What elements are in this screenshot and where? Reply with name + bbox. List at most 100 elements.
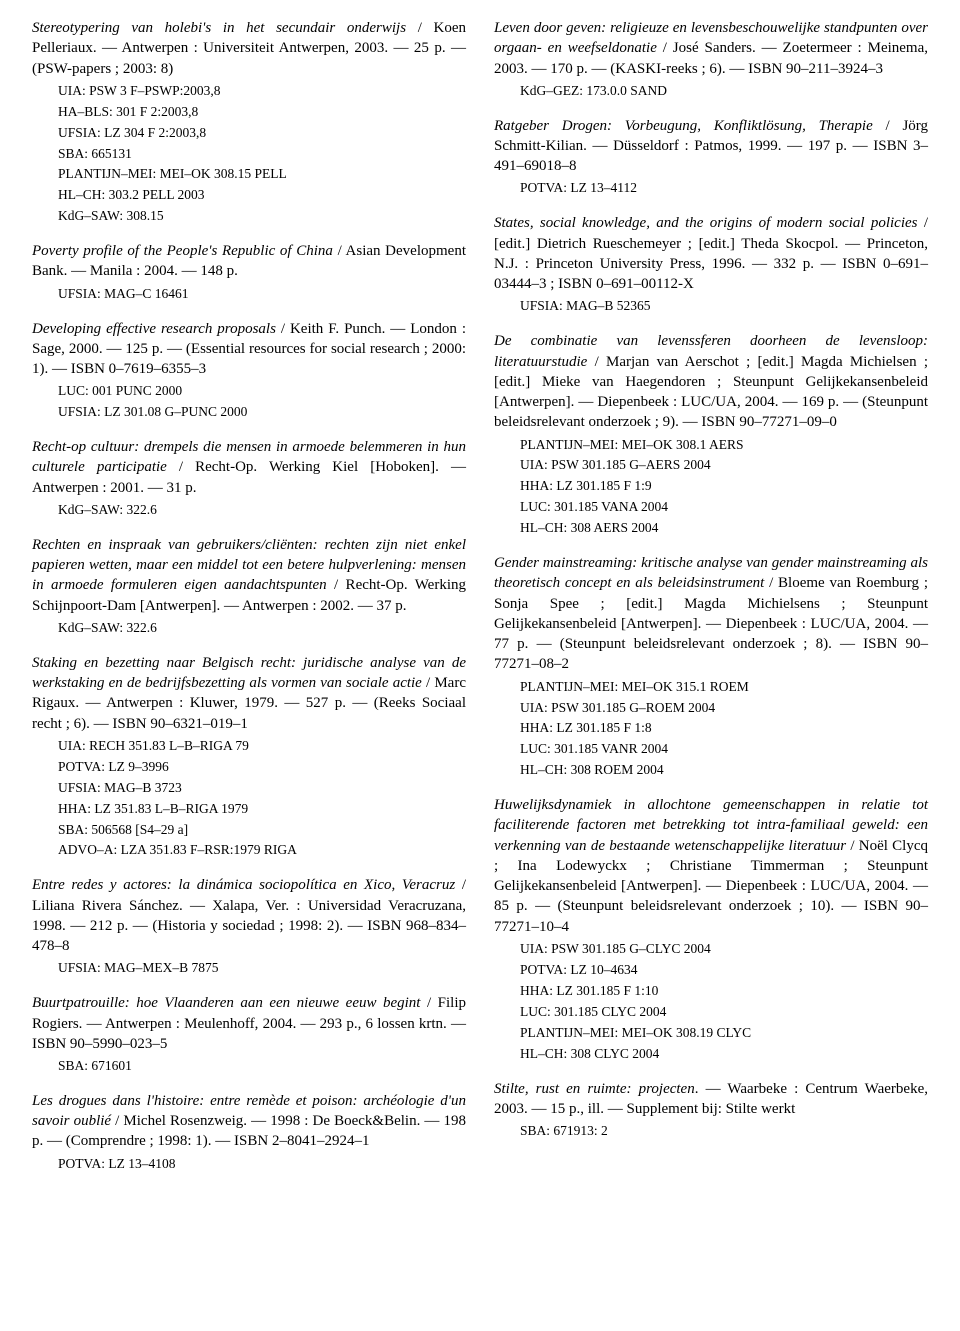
bibliographic-entry: Entre redes y actores: la dinámica socio… [32,875,466,979]
entry-title: Developing effective research proposals [32,321,276,337]
reference-code: PLANTIJN–MEI: MEI–OK 308.19 CLYC [494,1023,928,1044]
reference-code: HHA: LZ 301.185 F 1:8 [494,718,928,739]
bibliographic-entry: Developing effective research proposals … [32,319,466,424]
reference-code: KdG–SAW: 322.6 [32,618,466,639]
bibliographic-entry: Staking en bezetting naar Belgisch recht… [32,653,466,862]
two-column-layout: Stereotypering van holebi's in het secun… [32,18,928,1189]
reference-code: HHA: LZ 301.185 F 1:9 [494,476,928,497]
reference-list: UIA: PSW 3 F–PSWP:2003,8HA–BLS: 301 F 2:… [32,81,466,227]
entry-title: States, social knowledge, and the origin… [494,215,918,231]
entry-title: Staking en bezetting naar Belgisch recht… [32,655,466,691]
entry-text: Les drogues dans l'histoire: entre remèd… [32,1091,466,1152]
reference-code: HL–CH: 303.2 PELL 2003 [32,185,466,206]
reference-code: POTVA: LZ 10–4634 [494,960,928,981]
reference-list: UFSIA: MAG–B 52365 [494,296,928,317]
bibliographic-entry: Les drogues dans l'histoire: entre remèd… [32,1091,466,1175]
reference-list: UFSIA: MAG–C 16461 [32,284,466,305]
bibliographic-entry: Poverty profile of the People's Republic… [32,241,466,304]
reference-code: POTVA: LZ 13–4112 [494,178,928,199]
bibliographic-entry: De combinatie van levenssferen doorheen … [494,331,928,539]
reference-code: UFSIA: MAG–C 16461 [32,284,466,305]
reference-code: SBA: 665131 [32,144,466,165]
reference-list: LUC: 001 PUNC 2000UFSIA: LZ 301.08 G–PUN… [32,381,466,423]
bibliographic-entry: Stilte, rust en ruimte: projecten. — Waa… [494,1079,928,1142]
entry-text: Buurtpatrouille: hoe Vlaanderen aan een … [32,993,466,1054]
reference-code: UIA: PSW 3 F–PSWP:2003,8 [32,81,466,102]
reference-code: UFSIA: MAG–MEX–B 7875 [32,958,466,979]
entry-text: Poverty profile of the People's Republic… [32,241,466,282]
reference-code: KdG–GEZ: 173.0.0 SAND [494,81,928,102]
reference-list: UIA: RECH 351.83 L–B–RIGA 79POTVA: LZ 9–… [32,736,466,862]
reference-code: LUC: 301.185 CLYC 2004 [494,1002,928,1023]
reference-code: HL–CH: 308 CLYC 2004 [494,1044,928,1065]
reference-code: UFSIA: LZ 304 F 2:2003,8 [32,123,466,144]
entry-text: Staking en bezetting naar Belgisch recht… [32,653,466,734]
reference-code: HL–CH: 308 ROEM 2004 [494,760,928,781]
reference-code: UIA: PSW 301.185 G–CLYC 2004 [494,939,928,960]
reference-list: PLANTIJN–MEI: MEI–OK 308.1 AERSUIA: PSW … [494,435,928,540]
reference-code: HL–CH: 308 AERS 2004 [494,518,928,539]
reference-code: KdG–SAW: 308.15 [32,206,466,227]
entry-title: Ratgeber Drogen: Vorbeugung, Konfliktlös… [494,118,873,134]
entry-text: De combinatie van levenssferen doorheen … [494,331,928,432]
reference-list: UIA: PSW 301.185 G–CLYC 2004POTVA: LZ 10… [494,939,928,1065]
entry-text: Ratgeber Drogen: Vorbeugung, Konfliktlös… [494,116,928,177]
reference-code: UIA: RECH 351.83 L–B–RIGA 79 [32,736,466,757]
reference-list: KdG–SAW: 322.6 [32,500,466,521]
reference-code: PLANTIJN–MEI: MEI–OK 308.15 PELL [32,164,466,185]
reference-code: SBA: 671913: 2 [494,1121,928,1142]
reference-code: SBA: 506568 [S4–29 a] [32,820,466,841]
reference-code: LUC: 001 PUNC 2000 [32,381,466,402]
reference-code: KdG–SAW: 322.6 [32,500,466,521]
entry-title: Poverty profile of the People's Republic… [32,243,333,259]
reference-code: UIA: PSW 301.185 G–AERS 2004 [494,455,928,476]
reference-list: UFSIA: MAG–MEX–B 7875 [32,958,466,979]
reference-code: UFSIA: MAG–B 52365 [494,296,928,317]
entry-title: Buurtpatrouille: hoe Vlaanderen aan een … [32,995,420,1011]
bibliographic-entry: Leven door geven: religieuze en levensbe… [494,18,928,102]
entry-text: Entre redes y actores: la dinámica socio… [32,875,466,956]
bibliographic-entry: Rechten en inspraak van gebruikers/cliën… [32,535,466,639]
entry-text: Stilte, rust en ruimte: projecten. — Waa… [494,1079,928,1120]
reference-code: POTVA: LZ 13–4108 [32,1154,466,1175]
entry-title: Stereotypering van holebi's in het secun… [32,20,406,36]
reference-code: PLANTIJN–MEI: MEI–OK 315.1 ROEM [494,677,928,698]
bibliographic-entry: Buurtpatrouille: hoe Vlaanderen aan een … [32,993,466,1077]
reference-code: UFSIA: MAG–B 3723 [32,778,466,799]
entry-text: Huwelijksdynamiek in allochtone gemeensc… [494,795,928,937]
bibliographic-entry: States, social knowledge, and the origin… [494,213,928,317]
reference-code: LUC: 301.185 VANR 2004 [494,739,928,760]
reference-code: POTVA: LZ 9–3996 [32,757,466,778]
entry-text: Gender mainstreaming: kritische analyse … [494,553,928,675]
entry-title: Entre redes y actores: la dinámica socio… [32,877,455,893]
entry-text: Developing effective research proposals … [32,319,466,380]
bibliographic-entry: Ratgeber Drogen: Vorbeugung, Konfliktlös… [494,116,928,200]
entry-text: Rechten en inspraak van gebruikers/cliën… [32,535,466,616]
reference-code: HHA: LZ 301.185 F 1:10 [494,981,928,1002]
bibliographic-entry: Huwelijksdynamiek in allochtone gemeensc… [494,795,928,1064]
reference-list: POTVA: LZ 13–4108 [32,1154,466,1175]
reference-list: SBA: 671601 [32,1056,466,1077]
reference-code: UIA: PSW 301.185 G–ROEM 2004 [494,698,928,719]
left-column: Stereotypering van holebi's in het secun… [32,18,466,1189]
reference-list: POTVA: LZ 13–4112 [494,178,928,199]
reference-list: PLANTIJN–MEI: MEI–OK 315.1 ROEMUIA: PSW … [494,677,928,782]
reference-list: KdG–GEZ: 173.0.0 SAND [494,81,928,102]
bibliographic-entry: Recht-op cultuur: drempels die mensen in… [32,437,466,521]
entry-text: Stereotypering van holebi's in het secun… [32,18,466,79]
entry-text: States, social knowledge, and the origin… [494,213,928,294]
bibliographic-entry: Stereotypering van holebi's in het secun… [32,18,466,227]
entry-text: Leven door geven: religieuze en levensbe… [494,18,928,79]
reference-code: PLANTIJN–MEI: MEI–OK 308.1 AERS [494,435,928,456]
reference-list: SBA: 671913: 2 [494,1121,928,1142]
reference-code: LUC: 301.185 VANA 2004 [494,497,928,518]
reference-code: UFSIA: LZ 301.08 G–PUNC 2000 [32,402,466,423]
right-column: Leven door geven: religieuze en levensbe… [494,18,928,1189]
reference-code: HA–BLS: 301 F 2:2003,8 [32,102,466,123]
reference-code: ADVO–A: LZA 351.83 F–RSR:1979 RIGA [32,840,466,861]
entry-text: Recht-op cultuur: drempels die mensen in… [32,437,466,498]
bibliographic-entry: Gender mainstreaming: kritische analyse … [494,553,928,781]
reference-code: SBA: 671601 [32,1056,466,1077]
reference-code: HHA: LZ 351.83 L–B–RIGA 1979 [32,799,466,820]
entry-title: Stilte, rust en ruimte: projecten [494,1081,695,1097]
